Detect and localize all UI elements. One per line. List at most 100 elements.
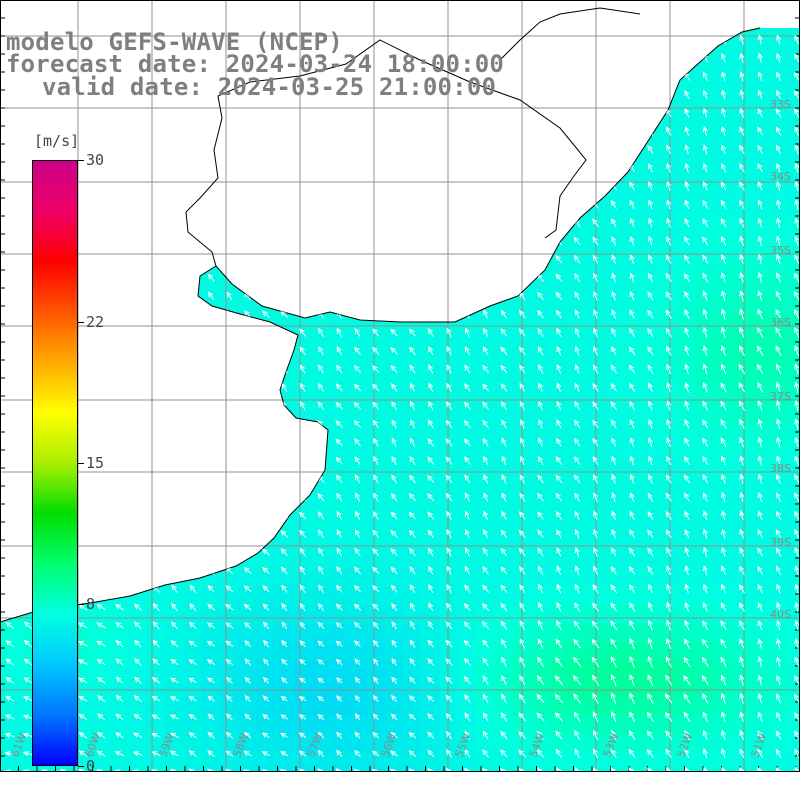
wind-arrow xyxy=(445,438,453,447)
wind-arrow xyxy=(115,603,124,611)
field-cell xyxy=(695,239,715,259)
colorbar-tick-mark xyxy=(78,322,84,323)
field-cell xyxy=(311,660,330,680)
field-cell xyxy=(732,587,751,607)
wind-arrow xyxy=(556,345,562,356)
wind-arrow xyxy=(170,621,179,630)
wind-arrow xyxy=(281,639,288,648)
wind-arrow xyxy=(666,217,672,228)
field-cell xyxy=(750,660,770,680)
field-cell xyxy=(402,440,422,460)
wind-arrow xyxy=(391,602,398,612)
field-cell xyxy=(567,459,587,479)
wind-arrow xyxy=(757,253,763,265)
wind-arrow xyxy=(775,711,782,722)
wind-arrow xyxy=(573,456,581,465)
wind-arrow xyxy=(776,601,781,612)
field-cell xyxy=(494,623,513,643)
wind-arrow xyxy=(465,510,470,521)
wind-arrow xyxy=(720,400,727,411)
field-cell xyxy=(530,440,550,460)
wind-arrow xyxy=(555,291,563,301)
field-cell xyxy=(713,56,733,76)
field-cell xyxy=(677,459,696,479)
field-cell xyxy=(237,752,257,771)
wind-arrow xyxy=(353,401,362,410)
field-cell xyxy=(603,477,623,497)
field-cell xyxy=(366,697,385,716)
wind-arrow xyxy=(647,619,653,631)
field-cell xyxy=(329,715,349,735)
wind-arrow xyxy=(408,768,417,772)
wind-arrow xyxy=(464,694,471,703)
field-cell xyxy=(695,495,715,515)
wind-arrow xyxy=(739,674,745,686)
field-cell xyxy=(219,587,239,607)
wind-arrow xyxy=(482,712,489,722)
field-cell xyxy=(292,715,312,735)
field-cell xyxy=(494,642,513,662)
field-cell xyxy=(750,642,770,662)
wind-arrow xyxy=(244,676,251,684)
wind-arrow xyxy=(629,272,635,283)
field-cell xyxy=(786,93,800,113)
wind-arrow xyxy=(482,364,489,374)
wind-arrow xyxy=(408,750,417,757)
field-cell xyxy=(695,312,715,332)
field-cell xyxy=(420,569,440,588)
field-cell xyxy=(677,532,696,552)
field-cell xyxy=(658,477,678,497)
wind-arrow xyxy=(225,622,234,629)
field-cell xyxy=(439,459,459,479)
wind-arrow xyxy=(207,713,215,721)
wind-arrow xyxy=(739,253,745,265)
wind-arrow xyxy=(263,639,269,648)
field-cell xyxy=(677,678,696,698)
field-cell xyxy=(658,221,678,241)
field-cell xyxy=(622,642,642,662)
wind-arrow xyxy=(152,602,160,612)
wind-arrow xyxy=(721,546,727,557)
field-cell xyxy=(713,276,733,296)
field-cell xyxy=(494,715,513,735)
field-cell xyxy=(695,587,715,607)
field-cell xyxy=(329,697,349,716)
field-cell xyxy=(677,312,696,332)
field-cell xyxy=(677,697,696,716)
field-cell xyxy=(622,623,642,643)
wind-arrow xyxy=(665,492,672,502)
field-cell xyxy=(603,623,623,643)
field-cell xyxy=(640,312,660,332)
field-cell xyxy=(713,532,733,552)
wind-arrow xyxy=(299,621,306,630)
field-cell xyxy=(274,770,294,772)
wind-arrow xyxy=(115,713,124,721)
wind-arrow xyxy=(702,144,708,155)
field-cell xyxy=(732,477,751,497)
field-cell xyxy=(567,587,587,607)
field-cell xyxy=(366,752,385,771)
field-cell xyxy=(201,715,221,735)
wind-arrow xyxy=(298,732,307,739)
field-cell xyxy=(494,770,513,772)
field-cell xyxy=(420,367,440,387)
field-cell xyxy=(420,752,440,771)
field-cell xyxy=(109,733,129,753)
wind-arrow xyxy=(794,418,800,430)
wind-arrow xyxy=(281,602,288,612)
wind-arrow xyxy=(593,272,598,283)
latitude-label: 38S xyxy=(770,462,791,475)
field-cell xyxy=(677,257,696,277)
field-cell xyxy=(530,752,550,771)
field-cell xyxy=(622,605,642,625)
wind-arrow xyxy=(77,641,88,647)
wind-arrow xyxy=(280,548,288,557)
wind-arrow xyxy=(665,656,672,668)
wind-arrow xyxy=(408,732,417,739)
field-cell xyxy=(768,148,788,167)
wind-arrow xyxy=(354,676,361,684)
field-cell xyxy=(677,715,696,735)
field-cell xyxy=(475,770,495,772)
field-cell xyxy=(750,678,770,698)
field-cell xyxy=(713,715,733,735)
